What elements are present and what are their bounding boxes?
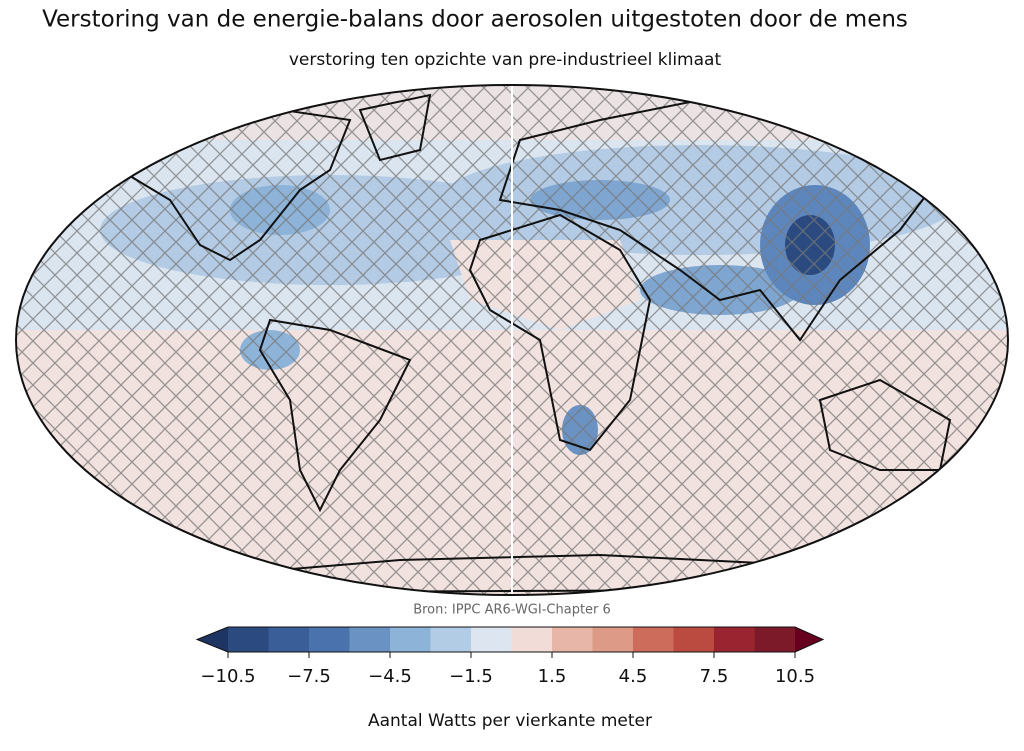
- colorbar-tick-label: 10.5: [775, 666, 815, 687]
- colorbar-bin: [390, 627, 431, 652]
- colorbar-bin: [309, 627, 350, 652]
- colorbar-bin: [552, 627, 593, 652]
- colorbar-bin: [714, 627, 755, 652]
- map: [16, 85, 1008, 595]
- source: Bron: IPPC AR6-WGI-Chapter 6: [413, 603, 611, 618]
- colorbar-tick-label: −4.5: [368, 666, 412, 687]
- colorbar-bin: [633, 627, 674, 652]
- colorbar-bin: [511, 627, 553, 652]
- colorbar-bin: [349, 627, 391, 652]
- colorbar-label: Aantal Watts per vierkante meter: [368, 711, 652, 731]
- colorbar-bin: [592, 627, 634, 652]
- colorbar: −10.5 −7.5 −4.5 −1.5 1.5 4.5 7.5 10.5: [195, 626, 825, 687]
- colorbar-extend-high: [795, 627, 823, 652]
- colorbar-bin: [471, 627, 512, 652]
- colorbar-tick-label: 1.5: [538, 666, 567, 687]
- colorbar-tick-label: 7.5: [700, 666, 729, 687]
- colorbar-bin: [430, 627, 472, 652]
- colorbar-tick-label: −10.5: [200, 666, 255, 687]
- globe-outline: [15, 84, 1009, 596]
- colorbar-bin: [268, 627, 310, 652]
- colorbar-bin: [228, 627, 269, 652]
- colorbar-tick-label: −1.5: [449, 666, 493, 687]
- colorbar-tick-label: −7.5: [287, 666, 331, 687]
- title: Verstoring van de energie-balans door ae…: [42, 7, 908, 33]
- colorbar-bin: [673, 627, 715, 652]
- subtitle: verstoring ten opzichte van pre-industri…: [289, 50, 722, 70]
- colorbar-tick-label: 4.5: [619, 666, 648, 687]
- colorbar-bin: [754, 627, 796, 652]
- colorbar-extend-low: [197, 627, 228, 652]
